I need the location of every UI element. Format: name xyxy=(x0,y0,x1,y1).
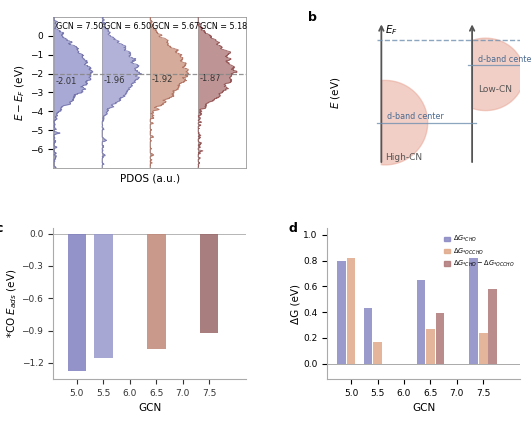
Bar xyxy=(435,314,444,364)
Legend: $\Delta G_{*CHO}$, $\Delta G_{*OCCHO}$, $\Delta G_{*CHO}-\Delta G_{*OCCHO}$: $\Delta G_{*CHO}$, $\Delta G_{*OCCHO}$, … xyxy=(441,232,517,271)
Polygon shape xyxy=(472,38,524,111)
Text: -1.96: -1.96 xyxy=(104,76,125,85)
Bar xyxy=(347,258,355,364)
Text: High-CN: High-CN xyxy=(385,153,422,162)
Text: $E$ (eV): $E$ (eV) xyxy=(329,76,341,109)
Text: GCN = 5.18: GCN = 5.18 xyxy=(200,22,247,31)
Text: -1.87: -1.87 xyxy=(200,74,221,83)
X-axis label: GCN: GCN xyxy=(412,403,435,413)
Text: GCN = 5.67: GCN = 5.67 xyxy=(152,22,199,31)
Bar xyxy=(200,233,218,333)
Y-axis label: ΔG (eV): ΔG (eV) xyxy=(290,284,301,324)
Text: Low-CN: Low-CN xyxy=(478,86,512,95)
Bar xyxy=(147,233,166,349)
Text: b: b xyxy=(308,11,317,24)
Bar xyxy=(337,261,346,364)
Text: c: c xyxy=(0,222,3,235)
Bar xyxy=(469,258,478,364)
Polygon shape xyxy=(381,81,427,165)
Bar xyxy=(426,329,435,364)
Text: d-band center: d-band center xyxy=(478,55,531,64)
Bar xyxy=(489,289,497,364)
Text: GCN = 6.50: GCN = 6.50 xyxy=(104,22,151,31)
Bar xyxy=(67,233,86,371)
X-axis label: GCN: GCN xyxy=(138,403,161,413)
Text: -2.01: -2.01 xyxy=(56,77,77,86)
Bar xyxy=(479,333,488,364)
Bar xyxy=(373,342,382,364)
Bar xyxy=(416,280,425,364)
Text: d-band center: d-band center xyxy=(387,112,444,121)
Y-axis label: $E-E_F$ (eV): $E-E_F$ (eV) xyxy=(14,64,28,121)
X-axis label: PDOS (a.u.): PDOS (a.u.) xyxy=(119,173,179,184)
Bar xyxy=(364,308,372,364)
Text: -1.92: -1.92 xyxy=(151,75,173,84)
Text: $E_F$: $E_F$ xyxy=(385,23,398,37)
Y-axis label: *CO $E_{ads}$ (eV): *CO $E_{ads}$ (eV) xyxy=(5,269,19,339)
Bar xyxy=(94,233,113,357)
Text: d: d xyxy=(289,222,297,235)
Text: GCN = 7.50: GCN = 7.50 xyxy=(56,22,103,31)
